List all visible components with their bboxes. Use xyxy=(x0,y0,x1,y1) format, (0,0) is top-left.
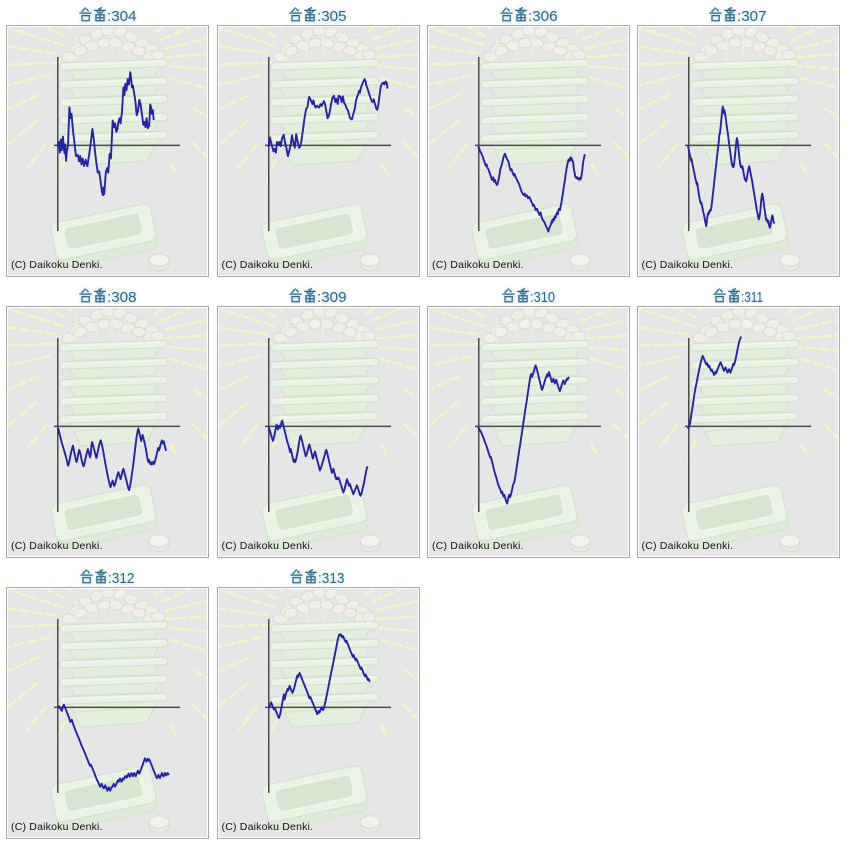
svg-text::313: :313 xyxy=(318,569,345,586)
svg-text::312: :312 xyxy=(108,569,135,586)
svg-text::307: :307 xyxy=(737,7,767,24)
svg-text::309: :309 xyxy=(317,288,347,305)
svg-text::311: :311 xyxy=(741,288,763,305)
svg-text::306: :306 xyxy=(528,7,558,24)
svg-text::304: :304 xyxy=(107,7,137,24)
svg-text::308: :308 xyxy=(107,288,137,305)
svg-text::310: :310 xyxy=(530,288,555,305)
svg-text::305: :305 xyxy=(317,7,347,24)
